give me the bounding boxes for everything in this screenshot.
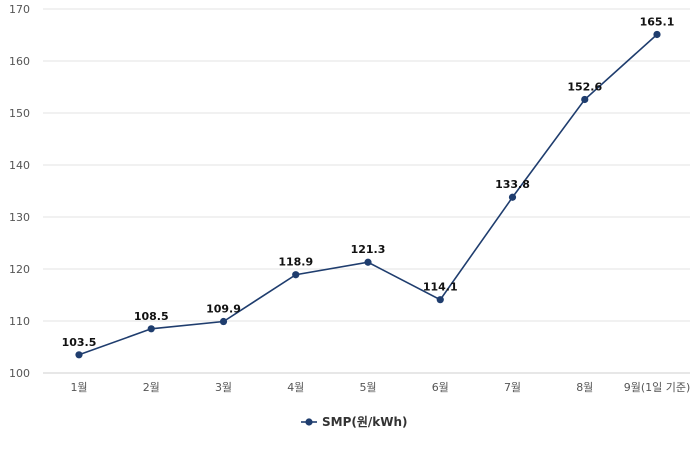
data-label: 165.1 — [640, 15, 675, 28]
series-layer — [75, 30, 661, 359]
x-tick-label: 1월 — [70, 381, 87, 394]
x-tick-label: 2월 — [143, 381, 160, 394]
data-point — [581, 95, 589, 104]
x-tick-label: 4월 — [287, 381, 304, 394]
x-tick-label: 5월 — [359, 381, 376, 394]
x-tick-label: 7월 — [504, 381, 521, 394]
data-labels: 103.5 108.5 109.9 118.9 121.3 114.1 133.8 152.6… — [62, 15, 675, 348]
grid-layer — [43, 8, 690, 374]
data-point — [75, 351, 83, 359]
data-point — [292, 271, 300, 279]
data-point — [653, 30, 661, 39]
y-tick-label: 130 — [9, 211, 30, 224]
legend: SMP(원/kWh) — [301, 415, 408, 429]
y-axis: 100 110 120 130 140 150 160 170 — [9, 3, 30, 380]
x-tick-label: 8월 — [576, 381, 593, 394]
x-tick-label: 3월 — [215, 381, 232, 394]
data-label: 114.1 — [423, 281, 458, 294]
data-point — [147, 325, 155, 333]
data-point — [364, 258, 372, 266]
data-label: 108.5 — [134, 310, 169, 323]
data-label: 152.6 — [567, 80, 602, 93]
y-tick-label: 170 — [9, 3, 30, 16]
data-label: 133.8 — [495, 178, 530, 191]
y-tick-label: 150 — [9, 107, 30, 120]
data-point — [436, 296, 444, 304]
x-tick-label: 9월(1일 기준) — [624, 380, 691, 394]
legend-label: SMP(원/kWh) — [322, 415, 408, 429]
y-tick-label: 160 — [9, 55, 30, 68]
y-tick-label: 120 — [9, 263, 30, 276]
y-tick-label: 100 — [9, 367, 30, 380]
x-tick-label: 6월 — [432, 381, 449, 394]
y-tick-label: 110 — [9, 315, 30, 328]
data-label: 103.5 — [62, 336, 97, 349]
data-label: 109.9 — [206, 303, 241, 316]
x-axis: 1월 2월 3월 4월 5월 6월 7월 8월 9월(1일 기준) — [70, 380, 690, 394]
y-tick-label: 140 — [9, 159, 30, 172]
data-point — [219, 317, 228, 326]
data-label: 118.9 — [278, 256, 313, 269]
data-label: 121.3 — [351, 243, 386, 256]
data-point — [508, 193, 517, 201]
legend-dot-marker — [305, 418, 313, 426]
